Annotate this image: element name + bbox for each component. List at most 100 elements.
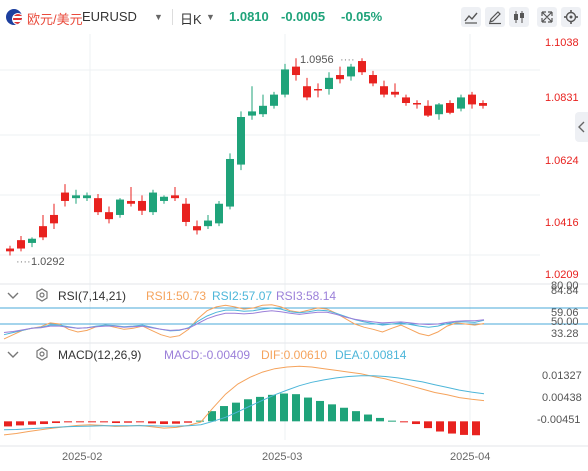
macd-histogram-bar <box>268 394 276 422</box>
macd-histogram-bar <box>172 421 180 424</box>
chart-type-button[interactable] <box>509 7 529 27</box>
draw-icon <box>489 11 501 25</box>
macd-histogram-bar <box>292 394 300 422</box>
candle-body <box>17 240 25 249</box>
collapse-rsi-icon[interactable] <box>5 287 21 303</box>
macd-tick: 0.01327 <box>542 370 582 382</box>
dif-value: DIF:0.00610 <box>261 348 328 362</box>
macd-value: MACD:-0.00409 <box>164 348 251 362</box>
low-annotation-leader: ···· <box>16 256 31 268</box>
candle-body <box>314 89 322 91</box>
price-tick: 1.0831 <box>545 92 579 104</box>
candle-body <box>369 75 377 84</box>
candle-body <box>380 86 388 95</box>
x-axis-label: 2025-02 <box>62 451 102 463</box>
macd-histogram-bar <box>76 421 84 423</box>
candle-body <box>336 75 344 80</box>
price-tick: 1.0624 <box>545 155 579 167</box>
macd-histogram-bar <box>208 411 216 422</box>
rsi-series-line <box>3 304 485 340</box>
rsi-tick: 59.06 <box>551 307 579 319</box>
rsi-tick: 33.28 <box>551 328 579 340</box>
high-annotation-leader: ···· <box>340 54 355 66</box>
settings-button[interactable] <box>561 7 581 27</box>
candle-body <box>226 158 234 207</box>
fullscreen-icon <box>541 11 553 23</box>
candle-body <box>457 97 465 109</box>
candle-body <box>270 94 278 106</box>
candle-body <box>479 103 487 106</box>
candle-body <box>358 61 366 73</box>
macd-histogram-bar <box>160 421 168 425</box>
eur-usd-flag-icon <box>6 9 22 25</box>
macd-histogram-bar <box>364 414 372 422</box>
macd-histogram-bar <box>232 402 240 422</box>
candle-body <box>6 248 14 252</box>
period-dropdown-icon[interactable]: ▼ <box>206 12 215 22</box>
macd-histogram-bar <box>112 421 120 424</box>
candle-body <box>116 199 124 215</box>
macd-histogram-bar <box>340 407 348 422</box>
indicator-icon <box>464 12 478 24</box>
draw-button[interactable] <box>485 7 505 27</box>
price-tick: 1.0416 <box>545 217 579 229</box>
macd-histogram-bar <box>460 421 468 435</box>
symbol-name[interactable]: 欧元/美元 <box>27 12 83 27</box>
x-axis-label: 2025-03 <box>262 451 302 463</box>
candle-body <box>303 86 311 98</box>
candle-body <box>171 195 179 199</box>
macd-histogram-bar <box>4 421 12 427</box>
candle-body <box>281 69 289 95</box>
price-change-percent: -0.05% <box>341 9 383 24</box>
side-panel-toggle[interactable] <box>575 112 588 142</box>
macd-tick: 0.00438 <box>542 392 582 404</box>
macd-settings-icon[interactable] <box>34 346 50 362</box>
chart-header: 欧元/美元 EURUSD ▼ 日K ▼ 1.0810 -0.0005 -0.05… <box>0 0 588 34</box>
macd-histogram-bar <box>472 421 480 436</box>
header-divider <box>172 9 173 25</box>
macd-series-line <box>3 375 485 431</box>
candle-body <box>248 111 256 116</box>
rsi-settings-icon[interactable] <box>34 287 50 303</box>
macd-histogram-bar <box>256 396 264 422</box>
fullscreen-button[interactable] <box>537 7 557 27</box>
price-change: -0.0005 <box>281 9 326 24</box>
rsi3-value: RSI3:58.14 <box>276 289 337 303</box>
price-tick: 1.1038 <box>545 37 579 49</box>
candle-body <box>402 97 410 104</box>
rsi-tick: 80.00 <box>551 280 579 292</box>
symbol-dropdown-icon[interactable]: ▼ <box>154 12 163 22</box>
macd-label[interactable]: MACD(12,26,9) <box>58 348 142 362</box>
candle-body <box>149 192 157 213</box>
rsi-series-line <box>3 310 485 333</box>
period-selector[interactable]: 日K <box>180 12 202 27</box>
candle-body <box>215 203 223 224</box>
macd-histogram-bar <box>244 399 252 422</box>
rsi-tick: 50.00 <box>551 316 579 328</box>
rsi-series-line <box>3 307 485 336</box>
macd-histogram-bar <box>220 406 228 422</box>
macd-histogram-bar <box>328 404 336 422</box>
candle-body <box>138 200 146 211</box>
symbol-code[interactable]: EURUSD <box>82 9 137 24</box>
candle-body <box>468 94 476 105</box>
macd-histogram-bar <box>88 421 96 423</box>
candle-body <box>127 200 135 204</box>
indicator-button[interactable] <box>461 7 481 27</box>
macd-histogram-bar <box>196 420 204 422</box>
macd-histogram-bar <box>28 421 36 425</box>
rsi-label[interactable]: RSI(7,14,21) <box>58 289 127 303</box>
candle-body <box>28 238 36 243</box>
macd-histogram-bar <box>412 421 420 425</box>
price-tick: 1.0209 <box>545 269 579 281</box>
candle-body <box>325 77 333 90</box>
collapse-macd-icon[interactable] <box>5 346 21 362</box>
candle-body <box>193 226 201 231</box>
x-axis-label: 2025-04 <box>450 451 490 463</box>
macd-histogram-bar <box>40 421 48 425</box>
candle-body <box>204 220 212 227</box>
candle-body <box>237 117 245 165</box>
candle-body <box>94 198 102 213</box>
macd-histogram-bar <box>280 393 288 422</box>
